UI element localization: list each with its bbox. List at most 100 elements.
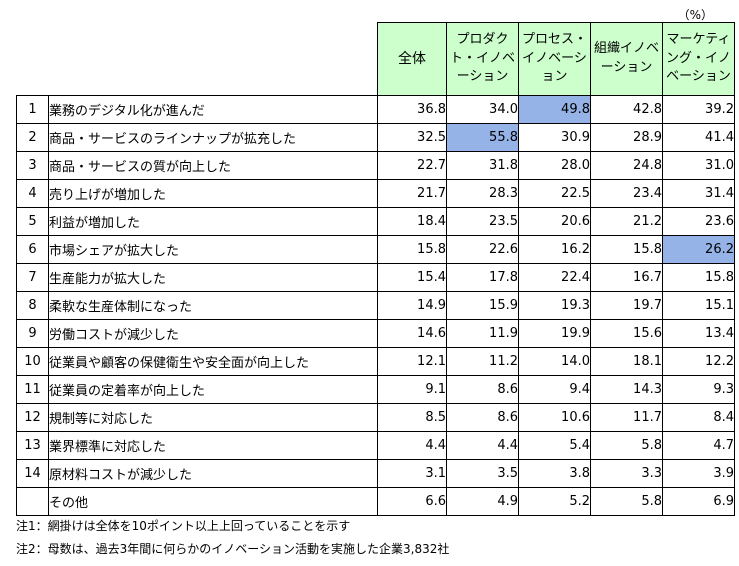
value-cell: 23.4 — [590, 179, 663, 208]
table-row: 14 原材料コストが減少した 3.1 3.5 3.8 3.3 3.9 — [16, 459, 735, 488]
table-row: 12 規制等に対応した 8.5 8.6 10.6 11.7 8.4 — [16, 403, 735, 432]
notes: 注1：網掛けは全体を10ポイント以上上回っていることを示す 注2：母数は、過去3… — [16, 520, 449, 566]
value-cell: 31.4 — [662, 179, 735, 208]
value-cell: 15.8 — [377, 235, 447, 264]
value-cell: 30.9 — [518, 123, 591, 152]
value-cell: 5.2 — [518, 487, 591, 516]
value-cell: 32.5 — [377, 123, 447, 152]
value-cell: 12.1 — [377, 347, 447, 376]
value-cell: 22.6 — [446, 235, 519, 264]
table-header-row: 全体 プロダクト・イノベーション プロセス・イノベーション 組織イノベーション … — [16, 22, 735, 96]
value-cell: 23.5 — [446, 207, 519, 236]
table-row: 11 従業員の定着率が向上した 9.1 8.6 9.4 14.3 9.3 — [16, 375, 735, 404]
table-row: 4 売り上げが増加した 21.7 28.3 22.5 23.4 31.4 — [16, 179, 735, 208]
value-cell: 14.3 — [590, 375, 663, 404]
value-cell: 9.3 — [662, 375, 735, 404]
value-cell: 11.2 — [446, 347, 519, 376]
value-cell: 14.0 — [518, 347, 591, 376]
value-cell: 14.6 — [377, 319, 447, 348]
value-cell: 8.6 — [446, 403, 519, 432]
row-number — [16, 487, 49, 516]
row-label: 業務のデジタル化が進んだ — [48, 95, 378, 124]
column-header-total: 全体 — [377, 22, 447, 96]
value-cell: 15.6 — [590, 319, 663, 348]
value-cell: 3.9 — [662, 459, 735, 488]
value-cell: 26.2 — [662, 235, 735, 264]
table-row: その他 6.6 4.9 5.2 5.8 6.9 — [16, 487, 735, 516]
value-cell: 11.9 — [446, 319, 519, 348]
column-header-process: プロセス・イノベーション — [518, 22, 591, 96]
value-cell: 31.0 — [662, 151, 735, 180]
row-number: 9 — [16, 319, 49, 348]
value-cell: 19.3 — [518, 291, 591, 320]
row-number: 5 — [16, 207, 49, 236]
value-cell: 39.2 — [662, 95, 735, 124]
value-cell: 4.4 — [377, 431, 447, 460]
value-cell: 11.7 — [590, 403, 663, 432]
value-cell: 15.8 — [662, 263, 735, 292]
value-cell: 6.9 — [662, 487, 735, 516]
row-label: 従業員や顧客の保健衛生や安全面が向上した — [48, 347, 378, 376]
row-number: 4 — [16, 179, 49, 208]
row-label: その他 — [48, 487, 378, 516]
row-number: 10 — [16, 347, 49, 376]
row-label: 規制等に対応した — [48, 403, 378, 432]
value-cell: 4.7 — [662, 431, 735, 460]
value-cell: 5.8 — [590, 431, 663, 460]
table-row: 6 市場シェアが拡大した 15.8 22.6 16.2 15.8 26.2 — [16, 235, 735, 264]
row-label: 生産能力が拡大した — [48, 263, 378, 292]
row-number: 8 — [16, 291, 49, 320]
row-label: 従業員の定着率が向上した — [48, 375, 378, 404]
value-cell: 20.6 — [518, 207, 591, 236]
value-cell: 3.3 — [590, 459, 663, 488]
row-number: 13 — [16, 431, 49, 460]
value-cell: 3.1 — [377, 459, 447, 488]
value-cell: 8.6 — [446, 375, 519, 404]
value-cell: 28.0 — [518, 151, 591, 180]
row-label: 労働コストが減少した — [48, 319, 378, 348]
value-cell: 21.7 — [377, 179, 447, 208]
row-label: 利益が増加した — [48, 207, 378, 236]
row-number: 14 — [16, 459, 49, 488]
row-label: 売り上げが増加した — [48, 179, 378, 208]
value-cell: 8.4 — [662, 403, 735, 432]
note-2: 注2：母数は、過去3年間に何らかのイノベーション活動を実施した企業3,832社 — [16, 542, 450, 556]
value-cell: 12.2 — [662, 347, 735, 376]
table-row: 8 柔軟な生産体制になった 14.9 15.9 19.3 19.7 15.1 — [16, 291, 735, 320]
value-cell: 19.7 — [590, 291, 663, 320]
row-label: 原材料コストが減少した — [48, 459, 378, 488]
table-row: 13 業界標準に対応した 4.4 4.4 5.4 5.8 4.7 — [16, 431, 735, 460]
row-number: 11 — [16, 375, 49, 404]
table-row: 9 労働コストが減少した 14.6 11.9 19.9 15.6 13.4 — [16, 319, 735, 348]
value-cell: 13.4 — [662, 319, 735, 348]
table-row: 2 商品・サービスのラインナップが拡充した 32.5 55.8 30.9 28.9 41.4 — [16, 123, 735, 152]
row-label: 商品・サービスのラインナップが拡充した — [48, 123, 378, 152]
value-cell: 42.8 — [590, 95, 663, 124]
value-cell: 15.8 — [590, 235, 663, 264]
value-cell: 18.1 — [590, 347, 663, 376]
row-number: 7 — [16, 263, 49, 292]
value-cell: 9.4 — [518, 375, 591, 404]
value-cell: 22.5 — [518, 179, 591, 208]
row-number: 1 — [16, 95, 49, 124]
value-cell: 10.6 — [518, 403, 591, 432]
table-row: 10 従業員や顧客の保健衛生や安全面が向上した 12.1 11.2 14.0 18.1 12… — [16, 347, 735, 376]
value-cell: 21.2 — [590, 207, 663, 236]
value-cell: 23.6 — [662, 207, 735, 236]
table-row: 1 業務のデジタル化が進んだ 36.8 34.0 49.8 42.8 39.2 — [16, 95, 735, 124]
value-cell: 15.9 — [446, 291, 519, 320]
row-number: 6 — [16, 235, 49, 264]
header-blank — [16, 22, 378, 96]
value-cell: 16.7 — [590, 263, 663, 292]
value-cell: 24.8 — [590, 151, 663, 180]
row-label: 柔軟な生産体制になった — [48, 291, 378, 320]
innovation-effects-table: 全体 プロダクト・イノベーション プロセス・イノベーション 組織イノベーション … — [16, 22, 735, 516]
value-cell: 4.4 — [446, 431, 519, 460]
row-label: 商品・サービスの質が向上した — [48, 151, 378, 180]
table-row: 7 生産能力が拡大した 15.4 17.8 22.4 16.7 15.8 — [16, 263, 735, 292]
value-cell: 3.8 — [518, 459, 591, 488]
value-cell: 17.8 — [446, 263, 519, 292]
unit-label: （%） — [677, 8, 713, 22]
value-cell: 14.9 — [377, 291, 447, 320]
value-cell: 8.5 — [377, 403, 447, 432]
